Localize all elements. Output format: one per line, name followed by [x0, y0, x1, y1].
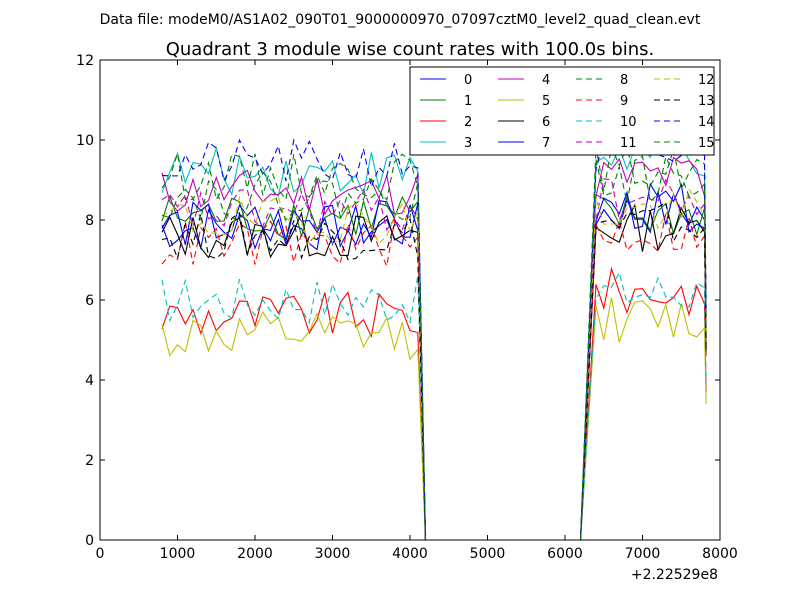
series-line-10 — [161, 271, 707, 541]
series-line-2 — [161, 266, 707, 541]
chart-title: Quadrant 3 module wise count rates with … — [166, 39, 655, 60]
chart-suptitle: Data file: modeM0/AS1A02_090T01_90000009… — [100, 12, 701, 28]
x-offset-label: +2.22529e8 — [631, 567, 718, 583]
legend-label-14: 14 — [698, 115, 715, 130]
y-tick-label: 0 — [85, 533, 94, 549]
series-line-8 — [161, 143, 707, 541]
legend-label-2: 2 — [464, 115, 472, 130]
x-tick-label: 1000 — [160, 546, 196, 562]
x-tick-label: 6000 — [547, 546, 583, 562]
x-tick-label: 5000 — [470, 546, 506, 562]
legend-label-7: 7 — [542, 136, 550, 151]
series-line-6 — [161, 203, 707, 541]
series-line-13 — [161, 201, 707, 541]
series-line-12 — [161, 187, 707, 541]
legend-label-10: 10 — [620, 115, 637, 130]
x-tick-label: 4000 — [392, 546, 428, 562]
y-tick-label: 2 — [85, 453, 94, 469]
x-tick-label: 2000 — [237, 546, 273, 562]
axes: 0 1000 2000 3000 4000 5000 6000 7000 80000246810… — [76, 53, 738, 562]
series-lines — [161, 131, 707, 541]
y-tick-label: 6 — [85, 293, 94, 309]
legend-label-11: 11 — [620, 136, 637, 151]
legend-label-9: 9 — [620, 94, 628, 109]
legend-label-15: 15 — [698, 136, 715, 151]
series-line-9 — [161, 213, 707, 541]
y-tick-label: 8 — [85, 213, 94, 229]
legend-label-8: 8 — [620, 73, 628, 88]
x-tick-label: 7000 — [625, 546, 661, 562]
y-tick-label: 10 — [76, 133, 94, 149]
legend-label-0: 0 — [464, 73, 472, 88]
legend-label-5: 5 — [542, 94, 550, 109]
series-line-5 — [161, 297, 707, 541]
legend-label-12: 12 — [698, 73, 715, 88]
series-line-4 — [161, 156, 707, 541]
series-line-1 — [161, 193, 707, 541]
x-tick-label: 0 — [96, 546, 105, 562]
x-tick-label: 8000 — [702, 546, 738, 562]
legend-label-4: 4 — [542, 73, 550, 88]
legend-label-3: 3 — [464, 136, 472, 151]
x-tick-label: 3000 — [315, 546, 351, 562]
series-line-11 — [161, 178, 707, 541]
series-line-0 — [161, 191, 707, 541]
legend-label-6: 6 — [542, 115, 550, 130]
y-tick-label: 4 — [85, 373, 94, 389]
series-line-15 — [161, 155, 707, 541]
legend-box — [409, 66, 715, 156]
legend-label-13: 13 — [698, 94, 715, 109]
series-line-7 — [161, 182, 707, 541]
legend-label-1: 1 — [464, 94, 472, 109]
series-line-14 — [161, 135, 707, 541]
y-tick-label: 12 — [76, 53, 94, 69]
series-line-3 — [161, 131, 707, 541]
